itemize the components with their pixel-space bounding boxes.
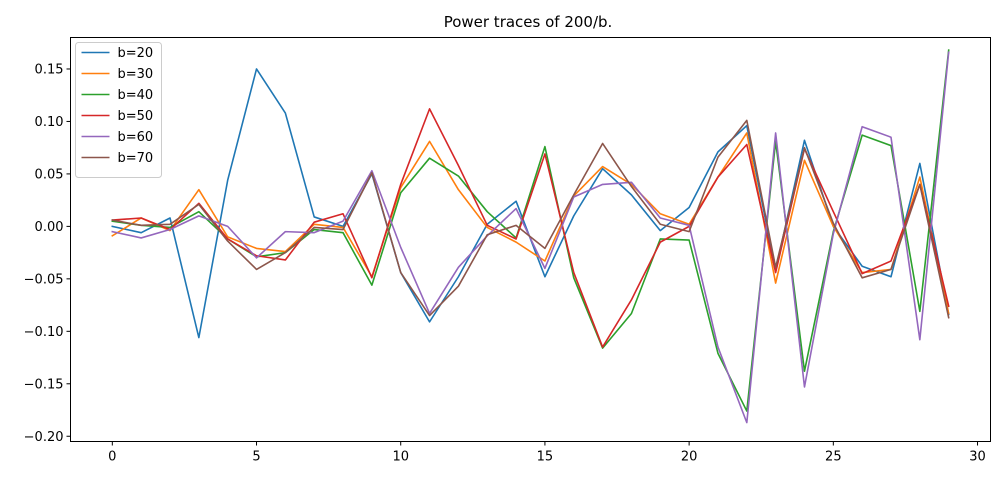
series-line-b-60: [111, 51, 950, 424]
plot-frame: [70, 37, 991, 442]
series-line-b-50: [111, 108, 950, 348]
legend-label: b=30: [118, 67, 154, 82]
y-tick-label: −0.10: [24, 325, 64, 340]
legend: b=20 b=30 b=40 b=50 b=60 b=70: [75, 42, 162, 178]
series-line-b-70: [111, 119, 950, 319]
x-tick-label: 5: [252, 450, 260, 465]
x-tick-label: 15: [537, 450, 554, 465]
legend-label: b=70: [118, 151, 154, 166]
y-tick-label: 0.05: [35, 167, 64, 182]
legend-label: b=20: [118, 46, 154, 61]
y-tick-label: 0.15: [35, 62, 64, 77]
legend-label: b=60: [118, 130, 154, 145]
y-tick-label: 0.00: [35, 220, 64, 235]
y-tick-label: −0.05: [24, 272, 64, 287]
x-tick-label: 25: [825, 450, 842, 465]
legend-label: b=40: [118, 88, 154, 103]
x-axis: 0 5 10 15 20 25 30: [108, 441, 986, 465]
y-tick-label: −0.15: [24, 377, 64, 392]
y-axis: 0.15 0.10 0.05 0.00 −0.05 −0.10 −0.15 −0.20: [24, 62, 71, 445]
y-tick-label: −0.20: [24, 430, 64, 445]
x-tick-label: 0: [108, 450, 116, 465]
y-tick-label: 0.10: [35, 115, 64, 130]
x-tick-label: 30: [969, 450, 986, 465]
legend-box: [75, 42, 162, 178]
legend-label: b=50: [118, 109, 154, 124]
series-layer: [111, 49, 950, 424]
x-tick-label: 10: [392, 450, 409, 465]
chart-title: Power traces of 200/b.: [444, 13, 613, 31]
series-line-b-40: [111, 49, 950, 412]
series-line-b-30: [111, 132, 950, 315]
x-tick-label: 20: [681, 450, 698, 465]
